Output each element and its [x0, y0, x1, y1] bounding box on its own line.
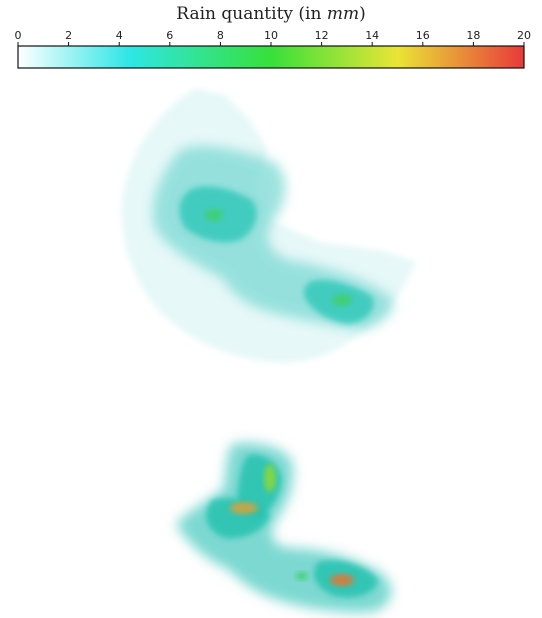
colorbar-tick-label: 14	[365, 29, 379, 42]
colorbar-title: Rain quantity (in mm)	[176, 4, 365, 24]
colorbar	[17, 45, 525, 69]
colorbar-tick-label: 18	[466, 29, 480, 42]
rain-peak-lower-north	[264, 464, 276, 492]
rain-peak-upper-east	[332, 294, 352, 306]
colorbar-tick-label: 2	[65, 29, 72, 42]
colorbar-tick-label: 6	[166, 29, 173, 42]
rain-peak-upper-west	[205, 209, 223, 221]
colorbar-tick-label: 8	[217, 29, 224, 42]
rain-peak-lower-west	[230, 502, 258, 514]
colorbar-tick-label: 12	[315, 29, 329, 42]
colorbar-ticks: 0 2 4 6 8 10 12 14 16 18 20	[15, 29, 531, 46]
colorbar-tick-label: 16	[416, 29, 430, 42]
colorbar-tick-label: 10	[264, 29, 278, 42]
colorbar-tick-label: 0	[15, 29, 22, 42]
rain-peak-lower-east	[330, 574, 354, 586]
rain-peak-lower-center	[296, 572, 308, 580]
colorbar-tick-label: 4	[116, 29, 123, 42]
colorbar-tick-label: 20	[517, 29, 531, 42]
lower-radar-map	[176, 442, 392, 613]
upper-radar-map	[121, 88, 417, 363]
